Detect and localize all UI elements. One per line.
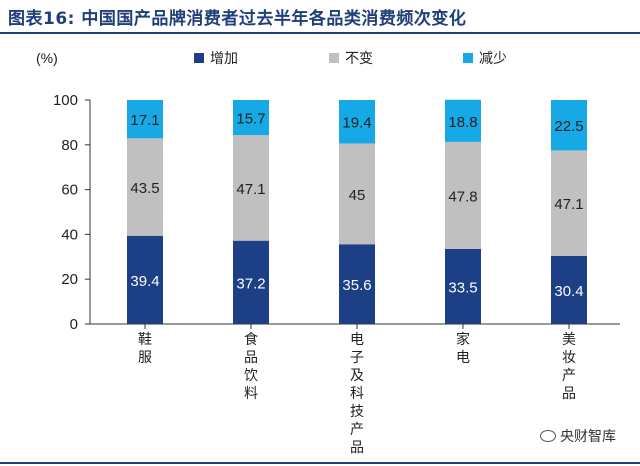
bar-segment-2 (233, 100, 269, 136)
y-tick-label: 80 (61, 137, 78, 154)
x-tick-label: 美妆产品 (562, 332, 576, 402)
bar-segment-2 (445, 99, 481, 142)
stacked-bar-chart: (%) 0 20 40 60 80 100 增加 不变 减少 39.4 43.5 17.1 鞋服 37.2 4… (36, 50, 620, 456)
data-label: 47.8 (448, 188, 477, 205)
data-label: 19.4 (342, 115, 371, 132)
data-label: 33.5 (448, 279, 477, 296)
bar-segment-2 (551, 100, 587, 151)
data-label: 47.1 (554, 196, 583, 213)
bar-segment-0 (339, 244, 375, 324)
legend-swatch-1 (329, 53, 339, 63)
watermark-text: 央财智库 (560, 429, 616, 445)
y-axis-label: (%) (36, 50, 58, 66)
data-label: 15.7 (236, 111, 265, 128)
chart-title: 图表16: 中国国产品牌消费者过去半年各品类消费频次变化 (8, 9, 467, 29)
data-label: 30.4 (554, 283, 583, 300)
bar-segment-1 (445, 141, 481, 249)
y-tick-label: 0 (70, 316, 78, 333)
bar-segment-2 (127, 100, 163, 139)
legend-label-2: 减少 (479, 51, 507, 67)
bar-segment-0 (551, 255, 587, 324)
y-tick-label: 20 (61, 271, 78, 288)
data-label: 45 (349, 187, 366, 204)
x-tick-label: 食品饮料 (244, 331, 258, 402)
bar-segment-2 (339, 100, 375, 144)
bar-segment-1 (339, 143, 375, 245)
data-label: 18.8 (448, 114, 477, 131)
x-tick-label: 电子及科技产品 (350, 332, 364, 456)
bar-segment-0 (127, 235, 163, 324)
x-tick-label: 家电 (456, 331, 470, 366)
bar-segment-1 (127, 138, 163, 236)
wechat-icon (540, 430, 556, 442)
legend-label-1: 不变 (345, 51, 373, 67)
data-label: 47.1 (236, 181, 265, 198)
bar-segment-1 (233, 135, 269, 241)
legend-swatch-0 (194, 53, 204, 63)
y-tick-label: 40 (61, 226, 78, 243)
data-label: 37.2 (236, 275, 265, 292)
legend-label-0: 增加 (210, 51, 238, 67)
y-tick-label: 60 (61, 182, 78, 199)
chart-title-bar: 图表16: 中国国产品牌消费者过去半年各品类消费频次变化 (0, 0, 640, 34)
bar-segment-0 (233, 240, 269, 324)
y-tick-label: 100 (53, 92, 78, 109)
data-label: 43.5 (130, 180, 159, 197)
data-label: 39.4 (130, 273, 159, 290)
data-label: 22.5 (554, 118, 583, 135)
bar-segment-1 (551, 150, 587, 256)
legend-swatch-2 (463, 53, 473, 63)
data-label: 17.1 (130, 112, 159, 129)
x-tick-label: 鞋服 (138, 332, 152, 366)
data-label: 35.6 (342, 277, 371, 294)
footer-divider (0, 462, 640, 464)
watermark: 央财智库 (540, 426, 616, 446)
bar-segment-0 (445, 248, 481, 324)
